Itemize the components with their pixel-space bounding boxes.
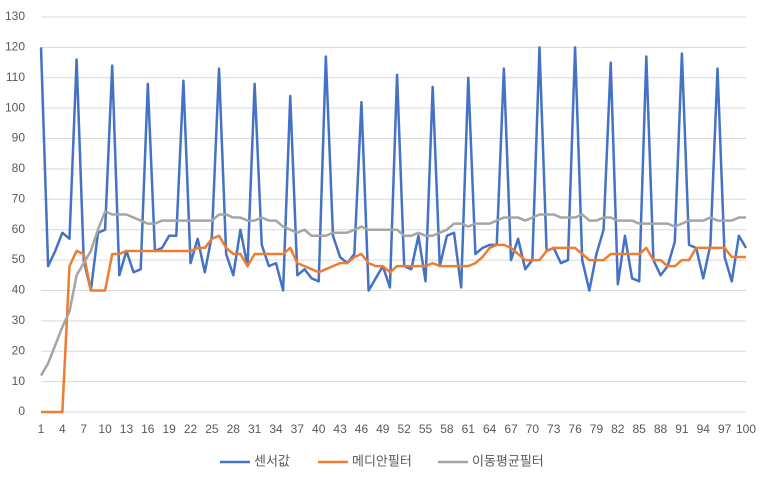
legend-label: 이동평균필터 xyxy=(472,453,544,468)
y-tick-label: 130 xyxy=(5,9,25,23)
y-tick-label: 70 xyxy=(12,191,26,205)
x-tick-label: 70 xyxy=(526,422,540,436)
x-tick-label: 13 xyxy=(120,422,134,436)
x-tick-label: 52 xyxy=(398,422,412,436)
x-tick-label: 85 xyxy=(633,422,647,436)
y-tick-label: 110 xyxy=(6,70,25,84)
y-tick-label: 100 xyxy=(5,100,25,114)
x-tick-label: 22 xyxy=(184,422,198,436)
x-tick-label: 76 xyxy=(568,422,582,436)
y-tick-label: 90 xyxy=(12,131,26,145)
y-tick-label: 20 xyxy=(12,343,26,357)
x-tick-label: 88 xyxy=(654,422,668,436)
y-tick-label: 0 xyxy=(18,404,25,418)
x-tick-label: 25 xyxy=(205,422,219,436)
x-tick-label: 100 xyxy=(736,422,756,436)
legend-label: 센서값 xyxy=(254,453,290,468)
x-tick-label: 46 xyxy=(355,422,369,436)
x-tick-label: 16 xyxy=(141,422,155,436)
y-tick-label: 60 xyxy=(12,222,26,236)
y-tick-label: 30 xyxy=(12,313,26,327)
x-tick-label: 1 xyxy=(38,422,45,436)
x-tick-label: 97 xyxy=(718,422,732,436)
x-tick-label: 10 xyxy=(98,422,112,436)
x-tick-label: 7 xyxy=(80,422,87,436)
x-tick-label: 91 xyxy=(675,422,689,436)
x-tick-label: 19 xyxy=(163,422,177,436)
legend-label: 메디안필터 xyxy=(352,453,412,468)
x-tick-label: 55 xyxy=(419,422,433,436)
series-line xyxy=(39,210,746,377)
y-tick-label: 120 xyxy=(5,40,25,54)
x-tick-label: 73 xyxy=(547,422,561,436)
x-tick-label: 64 xyxy=(483,422,497,436)
x-tick-label: 40 xyxy=(312,422,326,436)
series-line xyxy=(41,234,746,414)
x-tick-label: 67 xyxy=(504,422,518,436)
x-tick-label: 49 xyxy=(376,422,390,436)
x-tick-label: 94 xyxy=(697,422,711,436)
x-tick-label: 34 xyxy=(269,422,283,436)
x-tick-label: 28 xyxy=(227,422,241,436)
y-tick-label: 40 xyxy=(12,283,26,297)
x-tick-label: 31 xyxy=(248,422,262,436)
x-tick-label: 82 xyxy=(611,422,625,436)
x-tick-label: 37 xyxy=(291,422,305,436)
x-tick-label: 61 xyxy=(462,422,476,436)
y-tick-label: 50 xyxy=(12,252,26,266)
y-tick-label: 10 xyxy=(12,374,26,388)
x-tick-label: 79 xyxy=(590,422,604,436)
series-line xyxy=(39,46,748,292)
x-tick-label: 58 xyxy=(440,422,454,436)
x-tick-label: 43 xyxy=(333,422,347,436)
y-tick-label: 80 xyxy=(12,161,26,175)
x-tick-label: 4 xyxy=(59,422,66,436)
